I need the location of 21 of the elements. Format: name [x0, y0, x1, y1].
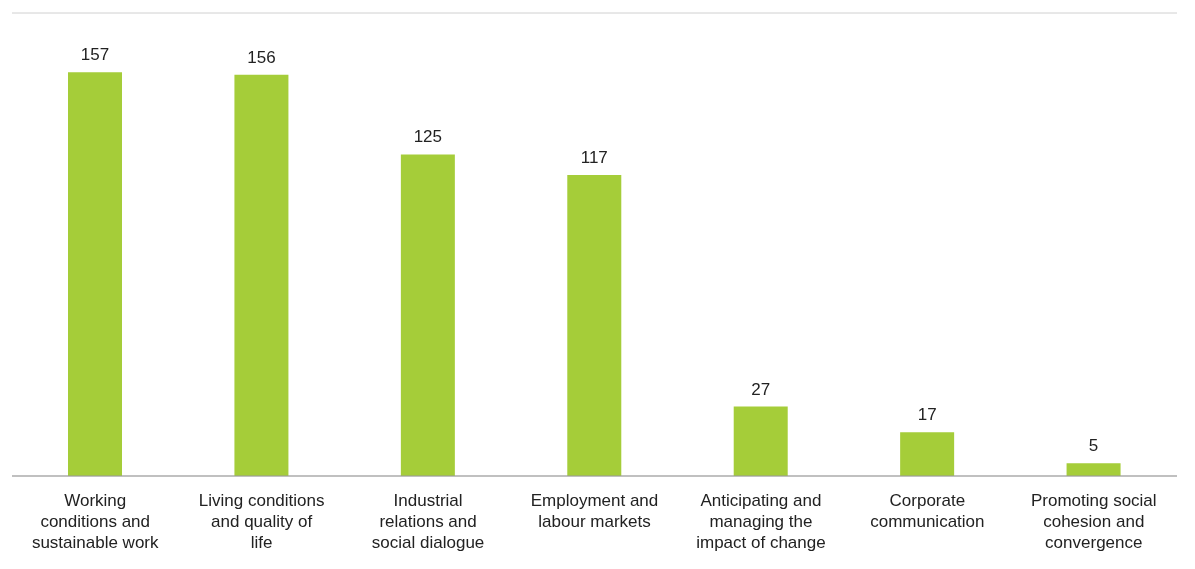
bar [567, 175, 622, 476]
x-tick-label: Industrial relations and social dialogue [371, 491, 485, 552]
data-label: 17 [917, 405, 937, 425]
bar [234, 74, 289, 476]
x-tick-label: Corporate communication [870, 491, 985, 531]
bar [900, 432, 955, 476]
data-label: 27 [751, 379, 771, 399]
x-tick-label: Anticipating and managing the impact of change [696, 491, 826, 552]
x-tick-label: Promoting social cohesion and convergence [1030, 491, 1157, 552]
data-label: 156 [247, 47, 276, 67]
x-tick-label: Living conditions and quality of life [198, 491, 325, 552]
x-tick-label: Employment and labour markets [530, 491, 659, 531]
bar [68, 72, 122, 476]
bar [400, 154, 455, 476]
data-label: 125 [413, 127, 443, 147]
x-tick-label: Working conditions and sustainable work [31, 491, 160, 552]
bar [733, 406, 788, 476]
data-label: 157 [80, 45, 110, 65]
data-label: 117 [580, 148, 608, 168]
bar [1066, 463, 1121, 476]
data-label: 5 [1088, 436, 1099, 456]
